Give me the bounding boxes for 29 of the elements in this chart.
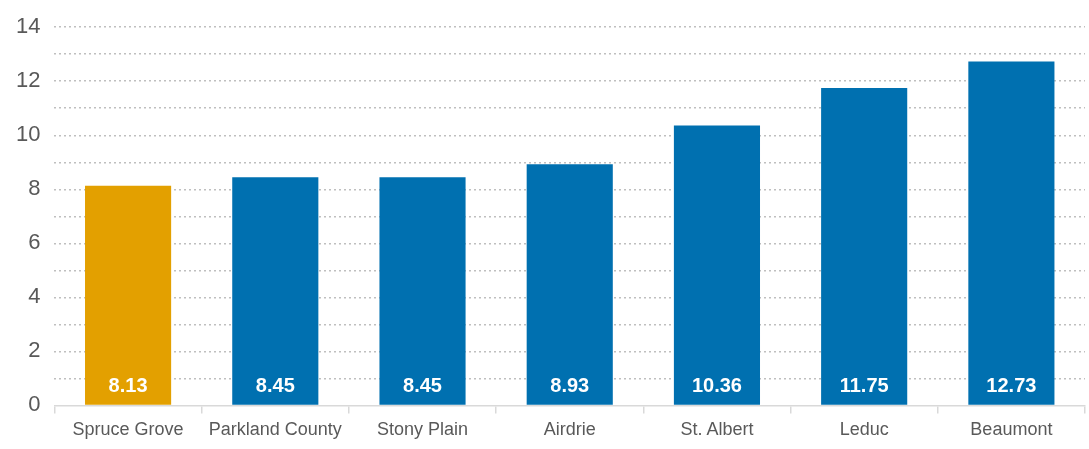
data-label: 12.73 (986, 374, 1037, 397)
bar (232, 177, 319, 405)
y-tick-label: 8 (28, 175, 41, 201)
data-label: 10.36 (691, 374, 742, 397)
data-label: 8.93 (550, 374, 590, 397)
data-label: 8.45 (255, 374, 295, 397)
y-tick-label: 12 (15, 67, 41, 93)
y-tick-label: 4 (28, 283, 41, 309)
x-tick-label: Leduc (839, 419, 889, 440)
bar (85, 185, 172, 405)
bar (526, 164, 613, 405)
x-tick-label: Beaumont (970, 419, 1053, 440)
bar (673, 125, 761, 405)
x-tick-label: St. Albert (680, 419, 754, 440)
y-tick-label: 10 (15, 121, 41, 147)
x-tick-label: Spruce Grove (72, 419, 184, 440)
bar (379, 177, 466, 405)
y-tick-label: 14 (15, 13, 41, 39)
y-tick-label: 6 (28, 229, 41, 255)
data-label: 8.13 (108, 374, 148, 397)
bar (821, 87, 908, 405)
data-label: 8.45 (403, 374, 442, 397)
y-tick-label: 2 (28, 337, 41, 363)
x-tick-label: Parkland County (208, 419, 342, 440)
x-tick-label: Airdrie (543, 419, 596, 440)
y-tick-label: 0 (28, 391, 41, 417)
x-tick-label: Stony Plain (376, 419, 469, 440)
data-label: 11.75 (839, 374, 889, 397)
bar (968, 61, 1055, 405)
